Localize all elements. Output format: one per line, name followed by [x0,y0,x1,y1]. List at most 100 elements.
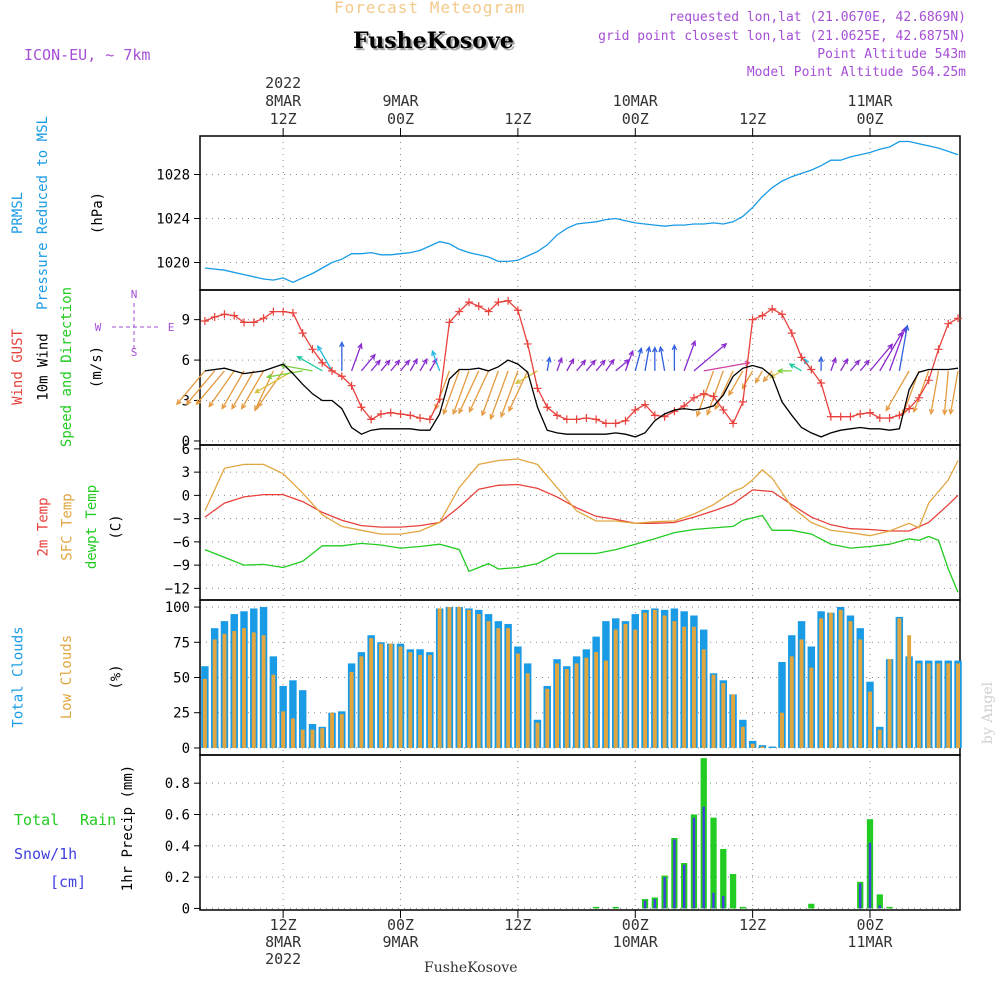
legend-snow: Snow/1h [14,845,77,863]
gust-marker [435,395,444,404]
bottom-time-label: 12Z [270,916,297,934]
gust-marker [807,365,816,374]
gust-marker [758,311,767,320]
top-time-label: 8MAR [265,92,302,110]
low-cloud-bar [574,663,579,748]
precip-frame [199,754,961,911]
wind-arrow [898,324,910,371]
dewpt-line [204,514,959,593]
total-cloud-bar [289,680,297,748]
clouds-ytick-label: 75 [173,635,190,651]
gust-marker [768,304,777,313]
precip-ytick-label: 0 [182,901,190,917]
gust-marker [748,315,757,324]
snow-bar [868,842,872,909]
clouds-axis-label: Total Clouds [10,626,27,728]
low-cloud-bar [427,654,432,748]
wind-arrow [840,357,849,372]
gust-marker [729,419,738,428]
wind-arrow [400,359,411,372]
wind-arrow [693,342,728,372]
low-cloud-bar [251,632,256,748]
gust-marker [719,405,728,414]
top-time-label: 11MAR [847,92,893,110]
snow-bar [663,877,666,909]
wind-arrow [859,359,870,372]
wind-arrow [265,370,303,380]
legend-total: Total [14,811,59,829]
low-cloud-bar [877,729,882,748]
gust-marker [641,400,650,409]
low-cloud-bar [652,609,657,748]
rain-bar [739,906,746,909]
gust-marker [494,298,503,307]
wind-arrow [644,345,652,371]
gust-marker [689,393,698,402]
gust-marker [308,345,317,354]
wind-arrow [221,370,245,410]
snow-bar [722,895,725,909]
rain-bar [720,848,727,909]
wind-arrow [419,357,428,372]
wind-arrow [452,370,470,416]
clouds-axis-label: Low Clouds [59,634,76,720]
gust-marker [425,415,434,424]
low-cloud-bar [799,639,804,748]
bottom-time-label: 11MAR [847,933,893,951]
low-cloud-bar [926,663,931,748]
total-cloud-bar [298,690,307,748]
low-cloud-bar [682,626,687,748]
low-cloud-bar [916,663,921,748]
top-time-label: 00Z [622,110,649,128]
bottom-time-label: 2022 [265,950,301,968]
footer-location: FusheKosove [424,960,518,976]
gust-marker [543,403,552,412]
wind-arrow [605,358,615,372]
wind-arrow [634,346,643,372]
gust-marker [631,405,640,414]
wind-arrow [185,370,216,406]
low-cloud-bar [711,674,716,748]
low-cloud-bar [946,663,951,748]
wind-arrow [175,370,206,406]
low-cloud-bar [691,626,696,748]
gust-marker [934,345,943,354]
wind-arrow [508,370,529,413]
gust-marker [464,298,473,307]
wind-arrow [546,356,552,371]
wind-arrow [458,370,480,415]
wind-arrow [741,370,754,390]
gust-marker [699,389,708,398]
top-time-label: 00Z [856,110,883,128]
gust-marker [621,416,630,425]
temp-ytick-label: −9 [173,558,190,574]
grid-point-coords: grid point closest lon,lat (21.0625E, 42… [598,29,966,44]
wind-arrow [409,357,418,372]
low-cloud-bar [633,629,638,748]
wind-arrow [317,344,333,372]
gust-marker [875,414,884,423]
temp-axis-label: SFC Temp [59,493,76,561]
low-cloud-bar [897,618,902,748]
low-cloud-bar [819,618,824,748]
wind-arrow [703,360,751,372]
low-cloud-bar [506,628,511,748]
gust-marker [592,415,601,424]
top-time-label: 9MAR [382,92,419,110]
temp-panel [194,444,961,601]
low-cloud-bar [780,712,784,748]
t2m-line [204,483,959,532]
low-cloud-bar [457,607,462,748]
low-cloud-bar [838,609,843,748]
low-cloud-bar [476,614,481,748]
pressure-axis-label: Pressure Reduced to MSL [34,116,51,310]
low-cloud-bar [339,714,344,748]
rain-bar [710,817,717,909]
temp-axis-label: 2m Temp [35,497,52,557]
wind-arrow [350,342,363,372]
wind-arrow [208,370,235,408]
top-time-label: 10MAR [613,92,659,110]
watermark: by Angel [980,681,997,745]
low-cloud-bar [828,612,833,748]
